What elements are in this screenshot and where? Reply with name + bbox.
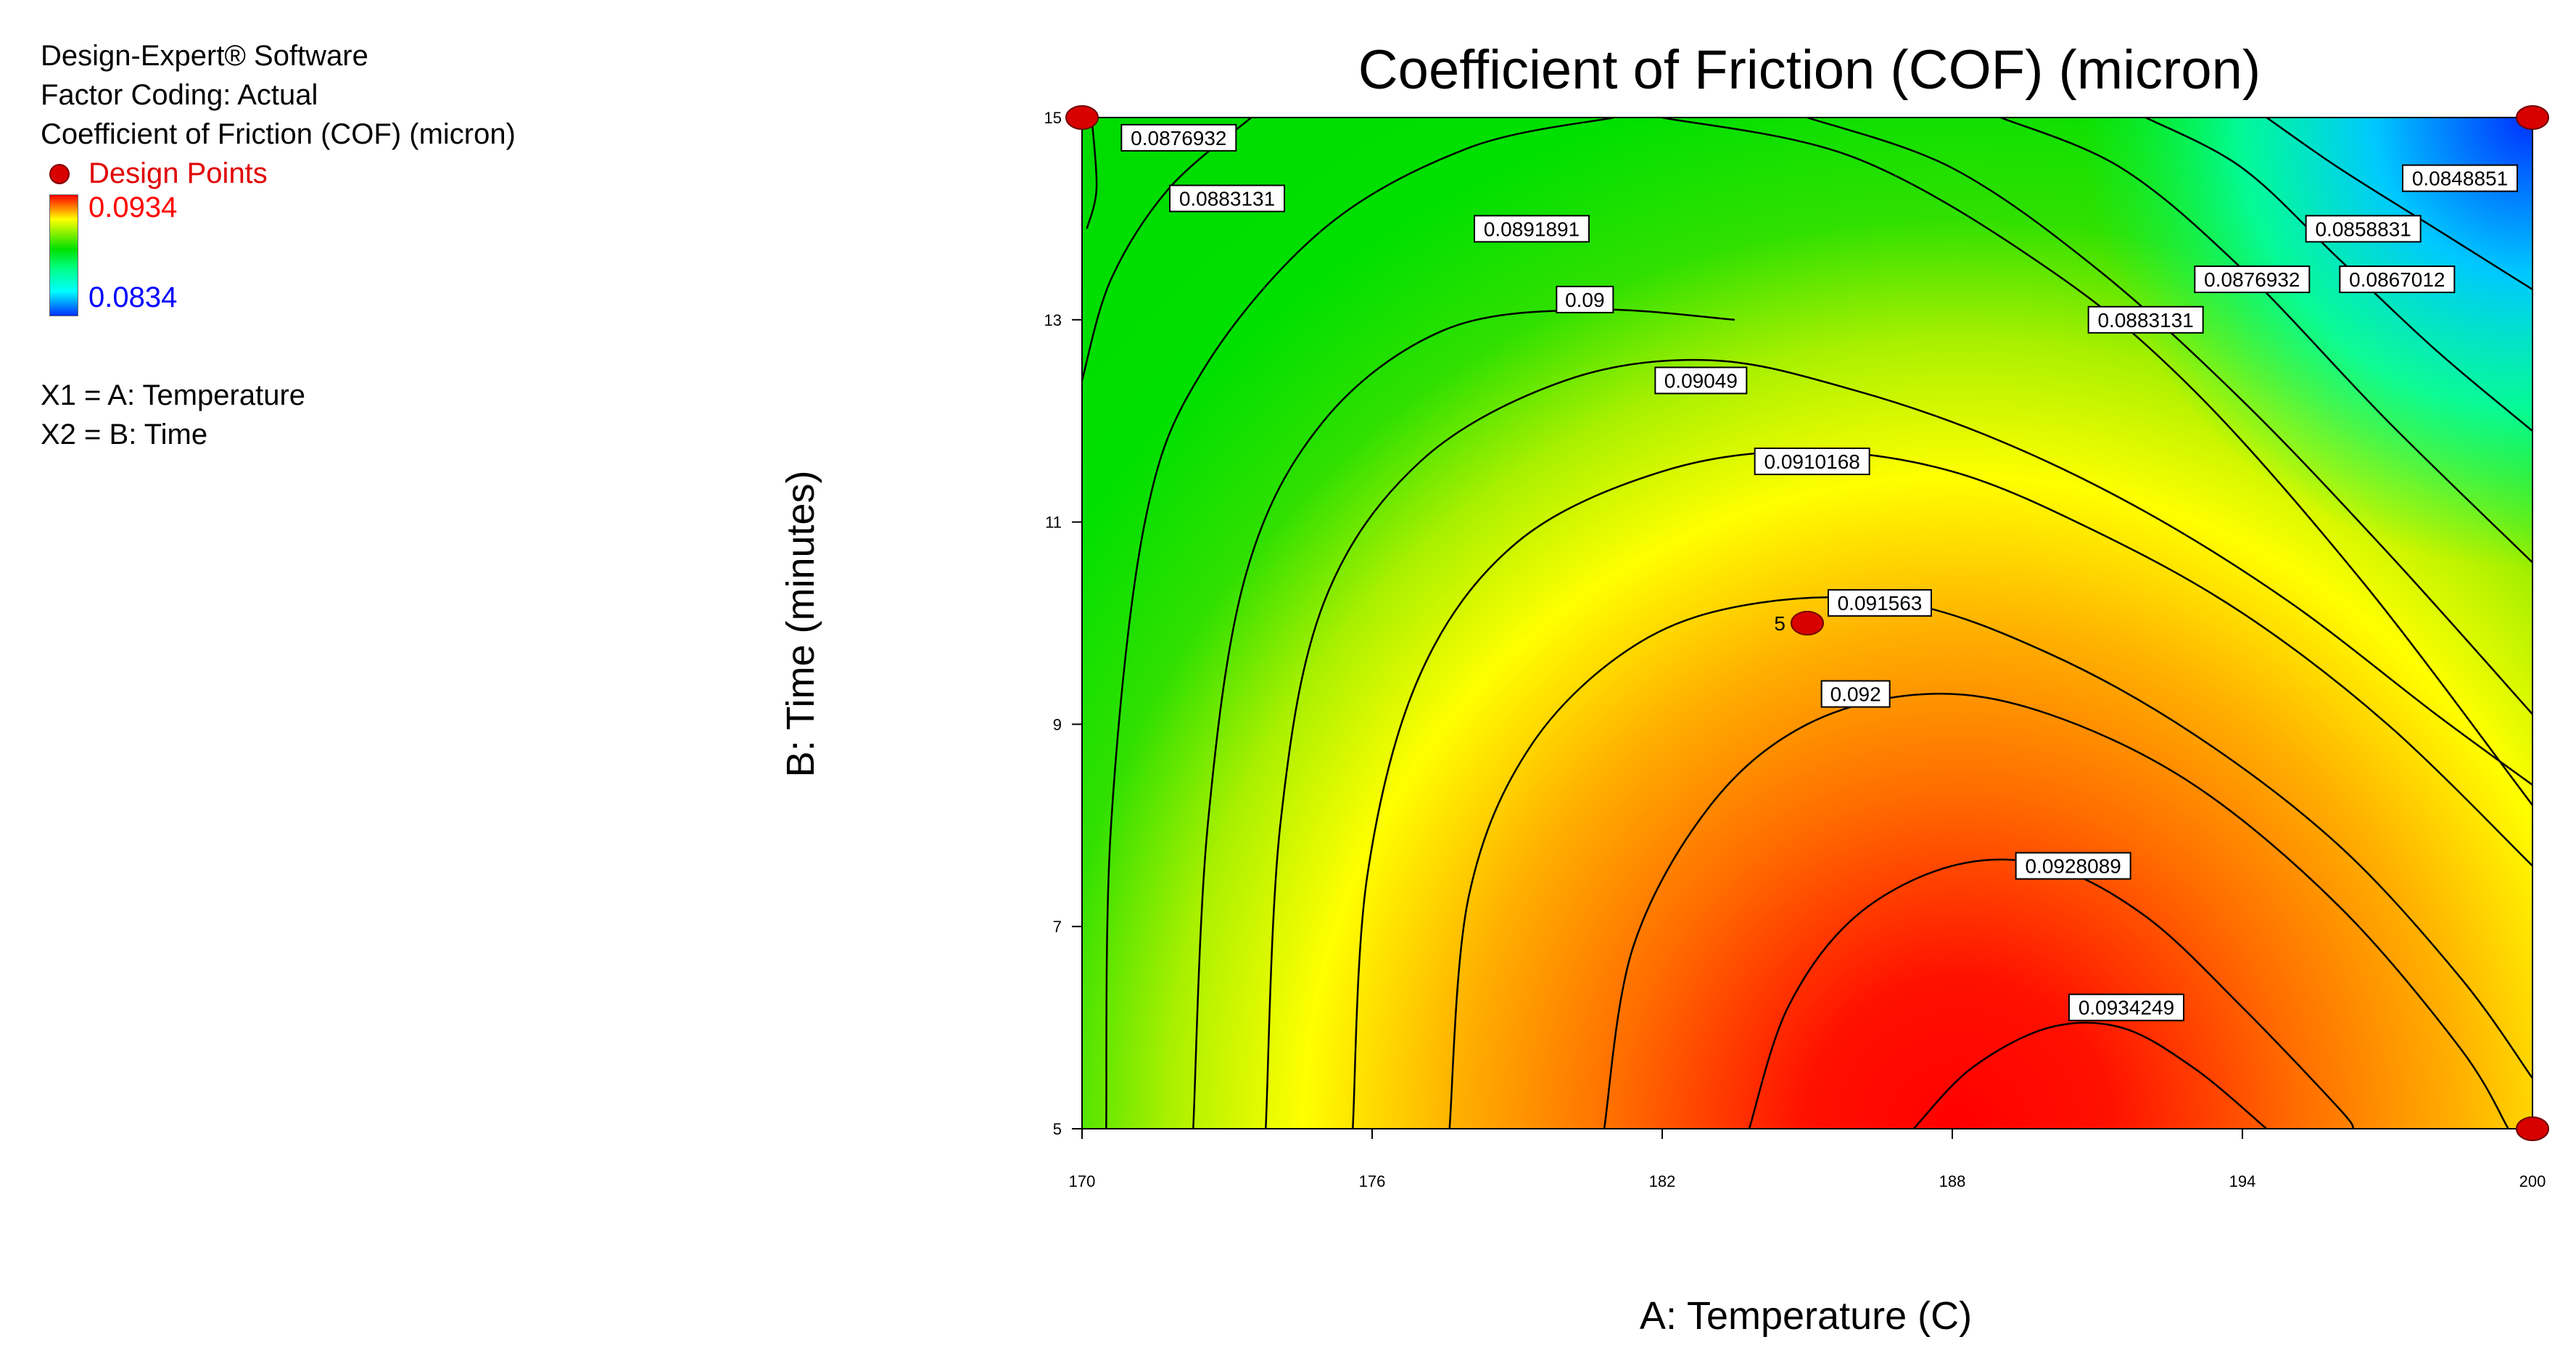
color-scale-bar — [49, 194, 78, 316]
contour-label-box — [1474, 215, 1590, 243]
design-point-icon — [49, 164, 70, 184]
contour-label: 0.0928089 — [2015, 852, 2131, 880]
contour-label-text: 0.0891891 — [1484, 218, 1580, 240]
y-axis-label: B: Time (minutes) — [779, 470, 822, 777]
contour-labels: 0.0848851 0.0858831 0.0867012 0.0876932 0.08… — [1120, 123, 2518, 1021]
design-points: 5 — [1065, 105, 2549, 1141]
contour-label-box — [1754, 447, 1870, 475]
x-tick-label: 170 — [1069, 1172, 1096, 1190]
x-tick-label: 188 — [1939, 1172, 1966, 1190]
contour-label: 0.0934249 — [2068, 993, 2184, 1021]
plot-frame — [1081, 117, 2533, 1129]
contour-label: 0.092 — [1820, 680, 1891, 708]
contour-label: 0.0848851 — [2402, 164, 2518, 192]
contour-label: 0.0910168 — [1754, 447, 1870, 475]
contour-label-text: 0.0934249 — [2078, 997, 2174, 1019]
contour-line — [1912, 1021, 2268, 1129]
contour-line — [2266, 118, 2532, 291]
color-scale: 0.0934 0.0834 — [41, 192, 693, 318]
x-tick-label: 182 — [1649, 1172, 1676, 1190]
contour-label-text: 0.0867012 — [2349, 268, 2445, 291]
contour-label-box — [2087, 305, 2204, 334]
x-tick-label: 176 — [1359, 1172, 1386, 1190]
contour-label-box — [1654, 366, 1748, 395]
axes: 170 176 182 188 194 200 5 7 9 11 13 15 — [1044, 109, 2546, 1190]
chart-title: Coefficient of Friction (COF) (micron) — [1358, 39, 2261, 101]
contour-label-box — [1820, 680, 1891, 708]
legend-software-line: Design-Expert® Software — [41, 40, 368, 72]
contour-label: 0.0858831 — [2305, 215, 2422, 243]
design-point — [1065, 105, 1099, 130]
contour-label-box — [2194, 266, 2311, 294]
contour-label: 0.0883131 — [2087, 305, 2204, 334]
contour-label-text: 0.09049 — [1664, 369, 1738, 392]
contour-label-box — [2402, 164, 2518, 192]
contour-label-text: 0.0876932 — [2204, 268, 2300, 291]
y-tick-label: 7 — [1053, 918, 1062, 936]
y-tick-label: 11 — [1045, 514, 1062, 532]
contour-label-text: 0.0876932 — [1131, 127, 1226, 149]
contour-label: 0.09049 — [1654, 366, 1748, 395]
contour-label: 0.0876932 — [1120, 123, 1237, 152]
x-axis-label: A: Temperature (C) — [1640, 1294, 1972, 1338]
contour-label: 0.091563 — [1828, 589, 1932, 617]
contour-label-box — [2068, 993, 2184, 1021]
x-tick-label: 200 — [2519, 1172, 2546, 1190]
legend-factor-coding-line: Factor Coding: Actual — [41, 79, 318, 111]
contour-label-text: 0.0883131 — [1179, 188, 1275, 210]
contour-label-text: 0.0848851 — [2412, 168, 2508, 190]
contour-label-box — [1556, 285, 1614, 313]
contour-label-text: 0.092 — [1830, 683, 1881, 706]
contour-label-text: 0.0910168 — [1764, 450, 1859, 473]
design-point — [2516, 1116, 2549, 1141]
contour-label: 0.0891891 — [1474, 215, 1590, 243]
design-point — [2516, 105, 2549, 130]
contour-line — [1807, 118, 2532, 715]
contour-label-box — [1120, 123, 1237, 152]
contour-label: 0.0876932 — [2194, 266, 2311, 294]
color-scale-high-label: 0.0934 — [88, 192, 178, 223]
contour-label: 0.0867012 — [2339, 266, 2456, 294]
contour-label-text: 0.0858831 — [2315, 218, 2411, 240]
legend-response-line: Coefficient of Friction (COF) (micron) — [41, 118, 516, 150]
design-point — [1791, 611, 1824, 635]
chart-legend: Design-Expert® Software Factor Coding: A… — [41, 36, 693, 454]
contour-line — [1105, 118, 1614, 1129]
contour-line — [1603, 693, 2509, 1129]
contour-line — [1086, 118, 1098, 229]
legend-x2-line: X2 = B: Time — [41, 419, 208, 450]
contour-label-text: 0.0883131 — [2097, 309, 2193, 332]
y-tick-label: 13 — [1044, 311, 1062, 329]
contour-label: 0.0883131 — [1169, 184, 1285, 213]
contour-label-box — [1169, 184, 1285, 213]
contour-label-box — [2015, 852, 2131, 880]
color-scale-low-label: 0.0834 — [88, 281, 178, 313]
contour-label-box — [1828, 589, 1932, 617]
y-tick-label: 5 — [1053, 1120, 1062, 1138]
legend-design-points: Design Points — [41, 154, 693, 193]
contour-label: 0.09 — [1556, 285, 1614, 313]
contour-line — [1661, 118, 2532, 806]
contour-line — [1265, 358, 2532, 1129]
design-point-count: 5 — [1774, 612, 1786, 635]
contour-label-text: 0.091563 — [1838, 592, 1923, 614]
contour-label-box — [2339, 266, 2456, 294]
legend-design-points-label: Design Points — [88, 157, 268, 189]
contour-line — [2145, 118, 2532, 432]
y-tick-label: 15 — [1044, 109, 1062, 127]
contour-label-text: 0.09 — [1565, 289, 1605, 311]
x-tick-label: 194 — [2229, 1172, 2256, 1190]
contour-label-box — [2305, 215, 2422, 243]
legend-x1-line: X1 = A: Temperature — [41, 379, 306, 411]
contour-label-text: 0.0928089 — [2025, 855, 2121, 878]
y-tick-label: 9 — [1053, 715, 1062, 733]
